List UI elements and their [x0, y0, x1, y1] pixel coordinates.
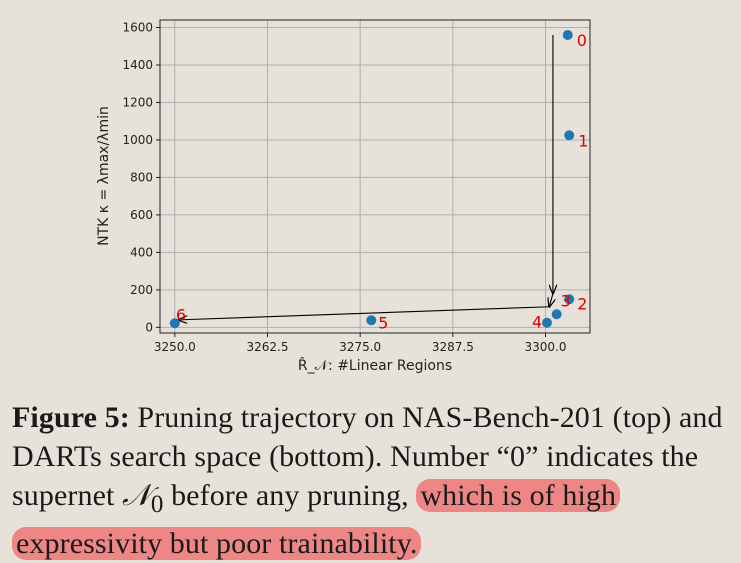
y-axis-label: NTK κ = λmax/λmin	[96, 106, 112, 246]
x-tick-label: 3300.0	[525, 340, 567, 354]
data-points: 0 1 234 5 6	[169, 29, 588, 332]
data-point-0	[562, 29, 573, 40]
data-point-3	[551, 309, 562, 320]
y-tick-label: 800	[130, 170, 153, 184]
caption-text-part2: before any pruning,	[163, 479, 417, 512]
trajectory-arrow	[549, 293, 553, 307]
x-axis-label: R̂_𝒩: #Linear Regions	[298, 357, 452, 374]
figure-caption: Figure 5: Pruning trajectory on NAS-Benc…	[12, 398, 732, 563]
y-tick-label: 600	[130, 208, 153, 222]
y-tick-label: 1400	[122, 58, 153, 72]
grid	[160, 20, 590, 333]
point-label-0: 0	[577, 31, 587, 50]
y-tick-label: 1000	[122, 133, 153, 147]
point-label-1: 1	[578, 131, 588, 150]
supernet-symbol: 𝒩	[122, 479, 151, 512]
x-tick-label: 3287.5	[432, 340, 474, 354]
data-point-1	[564, 130, 575, 141]
y-tick-label: 0	[145, 320, 153, 334]
y-tick-label: 400	[130, 245, 153, 259]
supernet-subscript: 0	[150, 491, 164, 518]
x-tick-label: 3275.0	[339, 340, 381, 354]
point-label-2: 2	[577, 294, 587, 313]
data-point-5	[366, 315, 377, 326]
point-label-3: 3	[561, 291, 571, 310]
data-point-2	[564, 294, 575, 305]
point-label-5: 5	[378, 313, 388, 332]
axis-ticks: 3250.0 3262.5 3275.0 3287.5 3300.0 0 200 400 600…	[122, 20, 566, 354]
x-tick-label: 3250.0	[154, 340, 196, 354]
point-label-6: 6	[176, 305, 186, 324]
y-tick-label: 1200	[122, 95, 153, 109]
figure-label: Figure 5:	[12, 401, 130, 434]
data-point-6	[169, 318, 180, 329]
trajectory-arrows	[179, 34, 553, 320]
x-tick-label: 3262.5	[247, 340, 289, 354]
caption-text-part1: Pruning trajectory on NAS-Bench-201 (top…	[12, 401, 723, 512]
point-label-4: 4	[532, 313, 542, 332]
data-point-4	[542, 317, 552, 328]
y-tick-label: 1600	[122, 20, 153, 34]
y-tick-label: 200	[130, 283, 153, 297]
trajectory-arrow	[179, 306, 550, 320]
plot-area-frame	[159, 19, 591, 334]
pruning-trajectory-chart: 3250.0 3262.5 3275.0 3287.5 3300.00200400600…	[96, 19, 591, 374]
